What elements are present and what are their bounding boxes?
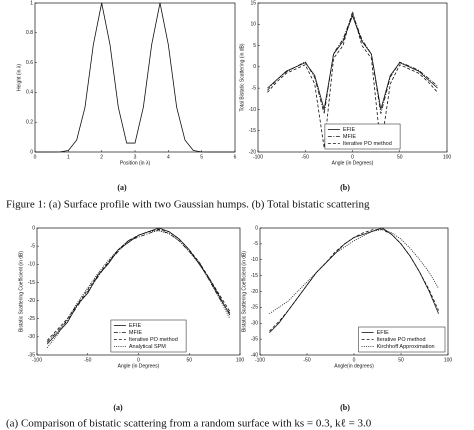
y-tick-label: -25: [28, 316, 35, 322]
x-tick-label: 50: [397, 154, 403, 160]
y-tick-label: -15: [251, 273, 258, 279]
y-tick-label: 15: [250, 0, 256, 6]
legend-label: Iterative PO method: [377, 337, 426, 343]
y-tick-label: 0.8: [26, 30, 33, 36]
x-tick-label: -50: [302, 154, 309, 160]
x-tick-label: 3: [134, 154, 137, 160]
data-line: [35, 2, 235, 153]
x-tick-label: 1: [67, 154, 70, 160]
y-tick-label: -15: [28, 280, 35, 286]
x-axis-label: Angle(in degrees): [334, 363, 374, 369]
y-axis-label: Total Bistatic Scattering (in dB): [239, 43, 245, 111]
panel-label: (b): [340, 183, 350, 192]
x-axis-label: Angle (in Degrees): [332, 160, 374, 166]
legend-label: MFIE: [343, 134, 356, 140]
y-tick-label: -20: [249, 149, 256, 155]
y-tick-label: -10: [251, 257, 258, 263]
x-tick-label: 0: [34, 154, 37, 160]
x-tick-label: 4: [167, 154, 170, 160]
y-axis-label: Height (in λ): [16, 64, 22, 91]
x-tick-label: -50: [84, 357, 91, 363]
data-line: [269, 229, 439, 315]
panel-label: (b): [340, 403, 350, 412]
data-line: [267, 12, 438, 114]
y-tick-label: -25: [251, 305, 258, 311]
legend-label: MFIE: [129, 330, 142, 336]
legend-label: EFIE: [343, 127, 356, 133]
y-tick-label: -35: [28, 352, 35, 358]
y-tick-label: -5: [252, 85, 257, 91]
y-axis-label: Bistatic Scattering Coefficient (in dB): [18, 251, 24, 332]
y-tick-label: -40: [251, 352, 258, 358]
y-tick-label: 0: [32, 225, 35, 231]
caption: Figure 1: (a) Surface profile with two G…: [6, 199, 370, 211]
y-tick-label: -20: [251, 289, 258, 295]
x-tick-label: -50: [303, 357, 310, 363]
x-tick-label: 2: [100, 154, 103, 160]
x-tick-label: 50: [186, 357, 192, 363]
y-tick-label: -30: [28, 334, 35, 340]
panel-label: (a): [113, 403, 123, 412]
y-tick-label: 0.6: [26, 60, 33, 66]
plot-frame: [34, 2, 236, 153]
x-tick-label: -100: [253, 154, 263, 160]
y-tick-label: 0.4: [26, 90, 33, 96]
y-axis-label: Bistatic Scattering Coefficient (in dB): [241, 251, 247, 332]
y-tick-label: -5: [254, 241, 259, 247]
x-tick-label: 0: [137, 357, 140, 363]
y-tick-label: 0.2: [26, 120, 33, 126]
x-tick-label: 100: [443, 154, 452, 160]
y-tick-label: 1: [30, 0, 33, 6]
y-tick-label: 10: [250, 22, 256, 28]
y-tick-label: -10: [249, 107, 256, 113]
y-tick-label: -15: [249, 128, 256, 134]
legend-label: EFIE: [129, 323, 142, 329]
y-tick-label: -20: [28, 298, 35, 304]
y-tick-label: -10: [28, 262, 35, 268]
data-line: [269, 227, 439, 334]
y-tick-label: 0: [255, 225, 258, 231]
x-axis-label: Position (in λ): [120, 160, 151, 166]
y-tick-label: -5: [31, 243, 36, 249]
data-line: [267, 14, 438, 110]
x-tick-label: 100: [236, 357, 245, 363]
y-tick-label: 0: [30, 149, 33, 155]
legend-label: Kirchhoff Approximation: [377, 344, 435, 350]
legend-label: Analytical SPM: [129, 344, 166, 350]
data-line: [269, 229, 439, 332]
y-tick-label: 0: [253, 64, 256, 70]
caption: (a) Comparison of bistatic scattering fr…: [6, 418, 372, 430]
x-tick-label: 0: [351, 154, 354, 160]
y-tick-label: -30: [251, 321, 258, 327]
data-line: [46, 228, 231, 341]
data-line: [267, 10, 438, 148]
x-tick-label: 0: [353, 357, 356, 363]
legend-label: Iterative PO method: [343, 141, 392, 147]
y-tick-label: -35: [251, 336, 258, 342]
x-tick-label: -100: [255, 357, 265, 363]
y-tick-label: 5: [253, 43, 256, 49]
x-tick-label: 6: [234, 154, 237, 160]
x-tick-label: -100: [32, 357, 42, 363]
legend-label: EFIE: [377, 330, 390, 336]
panel-label: (a): [117, 183, 127, 192]
x-tick-label: 100: [444, 357, 453, 363]
legend-label: Iterative PO method: [129, 337, 178, 343]
x-tick-label: 5: [200, 154, 203, 160]
x-tick-label: 50: [398, 357, 404, 363]
x-axis-label: Angle (in Degrees): [118, 363, 160, 369]
